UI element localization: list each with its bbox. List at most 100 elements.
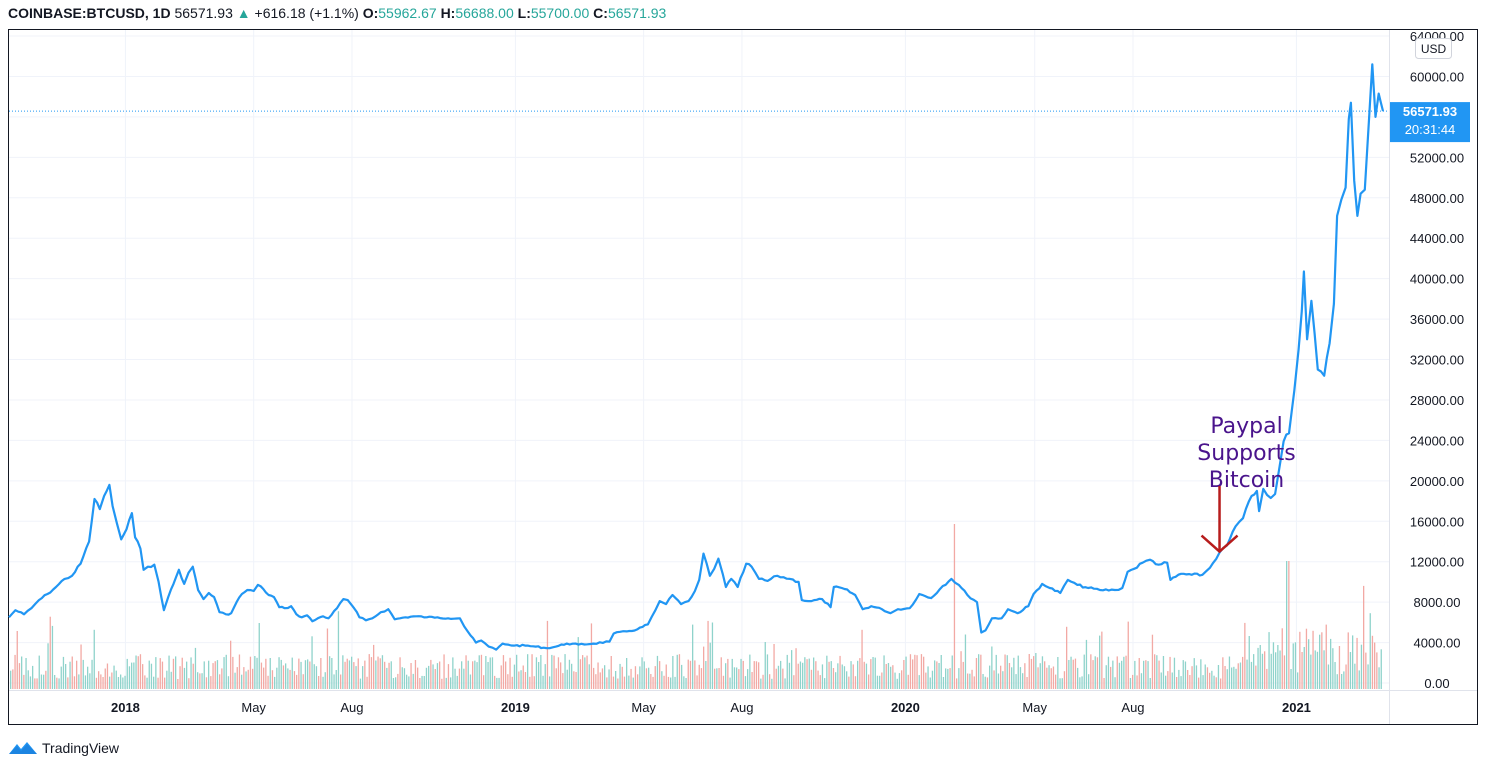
volume-bar: [793, 675, 795, 689]
volume-bar: [1173, 657, 1176, 689]
last-price-value: 56571.93: [174, 5, 233, 21]
volume-bar: [36, 678, 38, 689]
volume-bar: [51, 625, 54, 689]
volume-bar: [289, 669, 291, 689]
volume-bar: [901, 670, 903, 689]
volume-bar: [967, 673, 969, 689]
volume-bar: [863, 661, 865, 689]
volume-bar: [293, 671, 296, 689]
volume-bar: [1013, 657, 1015, 689]
volume-bar: [1037, 667, 1039, 689]
volume-bar: [588, 664, 590, 689]
volume-bar: [1275, 652, 1277, 689]
volume-bar: [1048, 665, 1050, 689]
volume-bar: [830, 661, 832, 689]
volume-bar: [122, 677, 124, 689]
volume-bar: [626, 658, 628, 689]
volume-bar: [87, 666, 89, 689]
volume-bar: [951, 655, 953, 689]
volume-bar: [874, 657, 876, 689]
volume-bar: [601, 668, 604, 689]
currency-badge[interactable]: USD: [1415, 38, 1452, 59]
volume-bar: [1237, 663, 1239, 689]
time-axis[interactable]: 2018 May Aug 2019 May Aug 2020 May Aug 2021: [111, 700, 1311, 715]
y-tick-label: 40000.00: [1410, 272, 1464, 287]
volume-bar: [469, 674, 472, 689]
tradingview-logo-icon[interactable]: [8, 740, 38, 756]
volume-bar: [1081, 676, 1083, 689]
volume-bar: [311, 636, 313, 689]
volume-bar: [749, 654, 751, 689]
tradingview-brand[interactable]: TradingView: [42, 740, 120, 756]
volume-bar: [1151, 634, 1154, 689]
volume-bar: [113, 665, 115, 689]
price-axis[interactable]: 64000.0060000.0056000.0052000.0048000.00…: [1410, 29, 1464, 691]
volume-bar: [1215, 677, 1217, 689]
volume-bar: [560, 662, 562, 689]
volume-bar: [562, 673, 564, 689]
volume-bar: [637, 674, 639, 689]
volume-bar: [1033, 656, 1035, 689]
volume-bar: [331, 658, 333, 689]
symbol-label: COINBASE:BTCUSD, 1D: [8, 5, 171, 21]
volume-bar: [1063, 671, 1066, 689]
volume-bar: [806, 659, 808, 689]
volume-bar: [1257, 647, 1259, 689]
volume-bar: [1165, 675, 1167, 689]
volume-bar: [27, 670, 29, 689]
volume-bar: [1004, 654, 1006, 689]
volume-bar: [62, 656, 65, 689]
volume-bar: [828, 661, 830, 689]
volume-bar: [788, 662, 791, 689]
volume-bar: [322, 676, 324, 689]
volume-bar: [243, 667, 245, 689]
volume-bar: [375, 660, 377, 689]
volume-bar: [1094, 656, 1096, 689]
volume-bar: [320, 658, 322, 689]
volume-bar: [1096, 657, 1099, 689]
x-tick-label: May: [1022, 700, 1047, 715]
volume-bar: [1301, 652, 1303, 689]
volume-bar: [102, 677, 104, 689]
volume-bar: [1136, 675, 1138, 689]
volume-bar: [351, 656, 353, 689]
volume-bar: [117, 677, 120, 689]
volume-bar: [835, 672, 837, 689]
volume-bar: [777, 665, 780, 689]
volume-bar: [839, 655, 841, 689]
volume-bar: [826, 655, 828, 689]
volume-bar: [1288, 561, 1290, 689]
volume-bar: [971, 669, 973, 689]
volume-bar: [183, 667, 186, 689]
volume-bar: [678, 654, 681, 689]
volume-bar: [876, 675, 879, 689]
volume-bar: [551, 654, 553, 689]
volume-bar: [480, 654, 483, 689]
volume-bar: [923, 656, 925, 689]
volume-bar: [599, 672, 601, 689]
low-label: L:: [517, 5, 531, 21]
volume-bar: [628, 675, 630, 689]
volume-bar: [995, 654, 997, 689]
volume-bar: [586, 655, 588, 689]
volume-bar: [161, 661, 164, 689]
x-tick-label: May: [241, 700, 266, 715]
volume-bar: [227, 676, 230, 689]
y-tick-label: 16000.00: [1410, 514, 1464, 529]
volume-bar: [868, 674, 870, 689]
volume-bar: [1290, 669, 1292, 689]
volume-bar: [1129, 678, 1132, 689]
volume-bar: [324, 672, 326, 689]
volume-bar: [808, 658, 810, 689]
volume-bar: [256, 657, 258, 689]
volume-bar: [740, 658, 742, 689]
volume-bar: [531, 654, 533, 689]
volume-bar: [1327, 664, 1330, 689]
volume-bar: [564, 654, 566, 689]
volume-bar: [1244, 622, 1246, 689]
volume-bar: [733, 667, 736, 689]
volume-bar: [912, 659, 914, 689]
volume-bar: [18, 663, 21, 689]
volume-bar: [502, 655, 505, 689]
